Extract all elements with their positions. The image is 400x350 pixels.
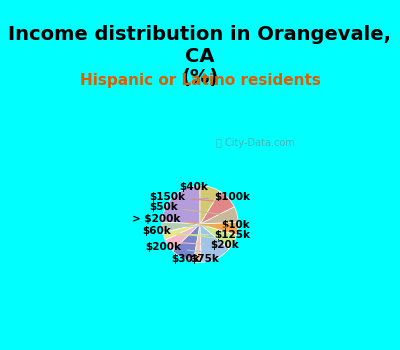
Wedge shape xyxy=(200,191,234,224)
Text: $75k: $75k xyxy=(185,253,220,264)
Text: $150k: $150k xyxy=(150,192,221,202)
Text: Hispanic or Latino residents: Hispanic or Latino residents xyxy=(80,73,320,88)
Text: $50k: $50k xyxy=(149,202,229,215)
Wedge shape xyxy=(200,224,229,262)
Wedge shape xyxy=(194,224,201,262)
Text: Income distribution in Orangevale, CA
(%): Income distribution in Orangevale, CA (%… xyxy=(8,25,392,88)
Text: $200k: $200k xyxy=(146,242,211,253)
Wedge shape xyxy=(200,222,238,235)
Wedge shape xyxy=(200,186,220,224)
Text: $30k: $30k xyxy=(172,254,200,264)
Text: > $200k: > $200k xyxy=(132,214,230,228)
Text: $100k: $100k xyxy=(180,192,250,202)
Text: $20k: $20k xyxy=(176,240,238,250)
Wedge shape xyxy=(165,224,200,251)
Text: $10k: $10k xyxy=(170,220,250,230)
Wedge shape xyxy=(163,224,200,240)
Wedge shape xyxy=(200,224,237,249)
Text: $125k: $125k xyxy=(172,230,250,240)
Text: ⓘ City-Data.com: ⓘ City-Data.com xyxy=(216,138,295,148)
Wedge shape xyxy=(162,186,200,224)
Text: $60k: $60k xyxy=(142,226,226,239)
Wedge shape xyxy=(200,207,238,224)
Wedge shape xyxy=(173,224,200,262)
Wedge shape xyxy=(162,222,200,232)
Text: $40k: $40k xyxy=(180,182,208,192)
